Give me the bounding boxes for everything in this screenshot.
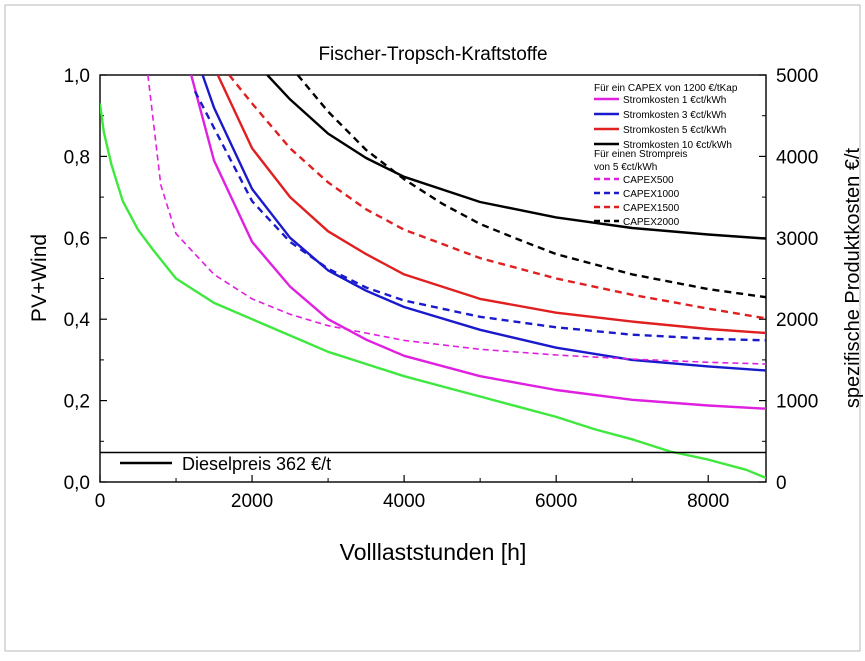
legend-label: Stromkosten 1 €ct/kWh (623, 95, 726, 106)
right-tick-label: 1000 (776, 392, 818, 413)
series-line-stromkosten-10-ct-kwh (266, 75, 766, 240)
legend-heading-strompreis: Für einen Strompreis (594, 149, 687, 160)
axis-ticks: 0 2000 4000 6000 8000 0,0 0,2 0,4 0,6 0,8 1,0 0 1000… (64, 66, 819, 512)
chart-curves (100, 75, 766, 480)
legend-top: Für ein CAPEX von 1200 €/tKap Für einen … (594, 83, 738, 173)
left-tick-label: 0,0 (64, 473, 90, 494)
legend-label: Stromkosten 10 €ct/kWh (623, 140, 732, 151)
x-tick-label: 0 (95, 491, 106, 512)
chart-title: Fischer-Tropsch-Kraftstoffe (318, 44, 547, 65)
legend-heading-capex: Für ein CAPEX von 1200 €/tKap (594, 83, 738, 94)
right-axis-label: spezifische Produktkosten €/t (842, 147, 864, 408)
x-tick-label: 2000 (231, 491, 273, 512)
series-line-capex2000 (296, 75, 766, 299)
left-tick-label: 0,6 (64, 229, 90, 250)
left-tick-label: 0,4 (64, 310, 91, 331)
series-line-capex500 (147, 75, 766, 365)
legend-label-diesel: Dieselpreis 362 €/t (182, 454, 331, 474)
legend-label: CAPEX1500 (623, 203, 680, 214)
series-line-capex1000 (193, 90, 766, 342)
legend-label: CAPEX2000 (623, 217, 680, 228)
left-tick-label: 0,8 (64, 147, 90, 168)
legend-label: CAPEX500 (623, 175, 674, 186)
x-tick-label: 8000 (687, 491, 729, 512)
right-tick-label: 5000 (776, 66, 818, 87)
x-tick-label: 6000 (535, 491, 577, 512)
left-tick-label: 0,2 (64, 392, 90, 413)
left-axis-label: PV+Wind (28, 234, 51, 322)
right-tick-label: 0 (776, 473, 787, 494)
x-axis-label: Volllaststunden [h] (340, 539, 527, 565)
series-line-stromkosten-3-ct-kwh (201, 75, 766, 372)
series-line-pv-wind (100, 103, 766, 480)
series-line-stromkosten-1-ct-kwh (190, 75, 766, 410)
legend-entries: Stromkosten 1 €ct/kWh Stromkosten 3 €ct/k… (120, 95, 732, 474)
right-tick-label: 4000 (776, 147, 818, 168)
legend-label: CAPEX1000 (623, 189, 680, 200)
series-line-stromkosten-5-ct-kwh (216, 75, 766, 335)
right-tick-label: 3000 (776, 229, 818, 250)
outer-border (4, 4, 861, 652)
legend-label: Stromkosten 3 €ct/kWh (623, 110, 726, 121)
series-line-capex1500 (228, 75, 766, 320)
legend-heading-strompreis-2: von 5 €ct/kWh (594, 162, 657, 173)
legend-label: Stromkosten 5 €ct/kWh (623, 125, 726, 136)
x-tick-label: 4000 (383, 491, 425, 512)
left-tick-label: 1,0 (64, 66, 90, 87)
right-tick-label: 2000 (776, 310, 818, 331)
